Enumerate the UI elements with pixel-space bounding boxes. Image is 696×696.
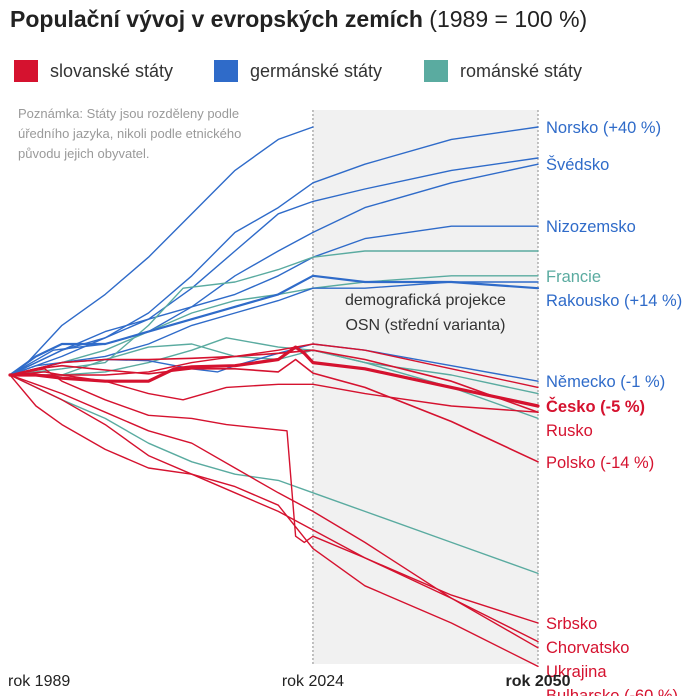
series-line-lucembursko: [9, 126, 314, 376]
series-label-rakousko: Rakousko (+14 %): [546, 292, 682, 310]
series-line-svycarsko: [9, 157, 539, 376]
series-line-italie: [9, 337, 539, 420]
series-line-francie: [9, 275, 539, 376]
projection-label-line-1: demografická projekce: [345, 292, 506, 309]
series-label-srbsko: Srbsko: [546, 615, 597, 633]
series-label-francie: Francie: [546, 268, 601, 286]
legend-label-slavic: slovanské státy: [50, 60, 174, 81]
legend-item-slavic: slovanské státy: [14, 58, 173, 84]
legend-item-romance: románské státy: [424, 58, 582, 84]
series-line-nizozemsko: [9, 225, 539, 376]
projection-label-line-2: OSN (střední varianta): [345, 317, 505, 334]
title-main: Populační vývoj v evropských zemích: [10, 6, 423, 32]
series-label-nemecko: Německo (-1 %): [546, 373, 665, 391]
series-label-cesko: Česko (-5 %): [546, 397, 645, 416]
series-label-bulharsko: Bulharsko (-60 %): [546, 687, 678, 696]
series-line-slovensko: [9, 349, 539, 413]
series-label-rusko: Rusko: [546, 422, 593, 440]
legend-label-romance: románské státy: [460, 60, 583, 81]
series-line-ukrajina: [9, 368, 539, 649]
series-line-belgie: [9, 281, 539, 376]
series-line-polsko: [9, 358, 539, 463]
series-line-cesko: [8, 345, 540, 408]
projection-band: [312, 110, 538, 664]
chart-title: Populační vývoj v evropských zemích (198…: [10, 6, 587, 33]
series-label-polsko: Polsko (-14 %): [546, 454, 654, 472]
series-label-ukrajina: Ukrajina: [546, 663, 607, 681]
legend-swatch-romance: [424, 60, 448, 82]
x-tick-label-2024: rok 2024: [282, 673, 344, 690]
legend-swatch-germanic: [214, 60, 238, 82]
x-tick-label-1989: rok 1989: [8, 673, 70, 690]
series-line-rakousko: [8, 274, 540, 377]
series-label-chorvatsko: Chorvatsko: [546, 639, 629, 657]
legend: slovanské státy germánské státy románské…: [14, 58, 674, 84]
x-tick-label-2050: rok 2050: [506, 673, 571, 690]
legend-label-germanic: germánské státy: [250, 60, 383, 81]
series-label-svedsko: Švédsko: [546, 155, 609, 174]
series-label-norsko: Norsko (+40 %): [546, 119, 661, 137]
series-line-bulharsko: [9, 374, 539, 668]
title-subtitle: (1989 = 100 %): [422, 6, 588, 32]
series-line-svedsko: [9, 163, 539, 376]
series-label-nizozemsko: Nizozemsko: [546, 218, 636, 236]
legend-item-germanic: germánské státy: [214, 58, 382, 84]
chart-note: Poznámka: Státy jsou rozděleny podle úře…: [18, 106, 242, 161]
legend-swatch-slavic: [14, 60, 38, 82]
series-line-chorvatsko: [9, 374, 539, 643]
